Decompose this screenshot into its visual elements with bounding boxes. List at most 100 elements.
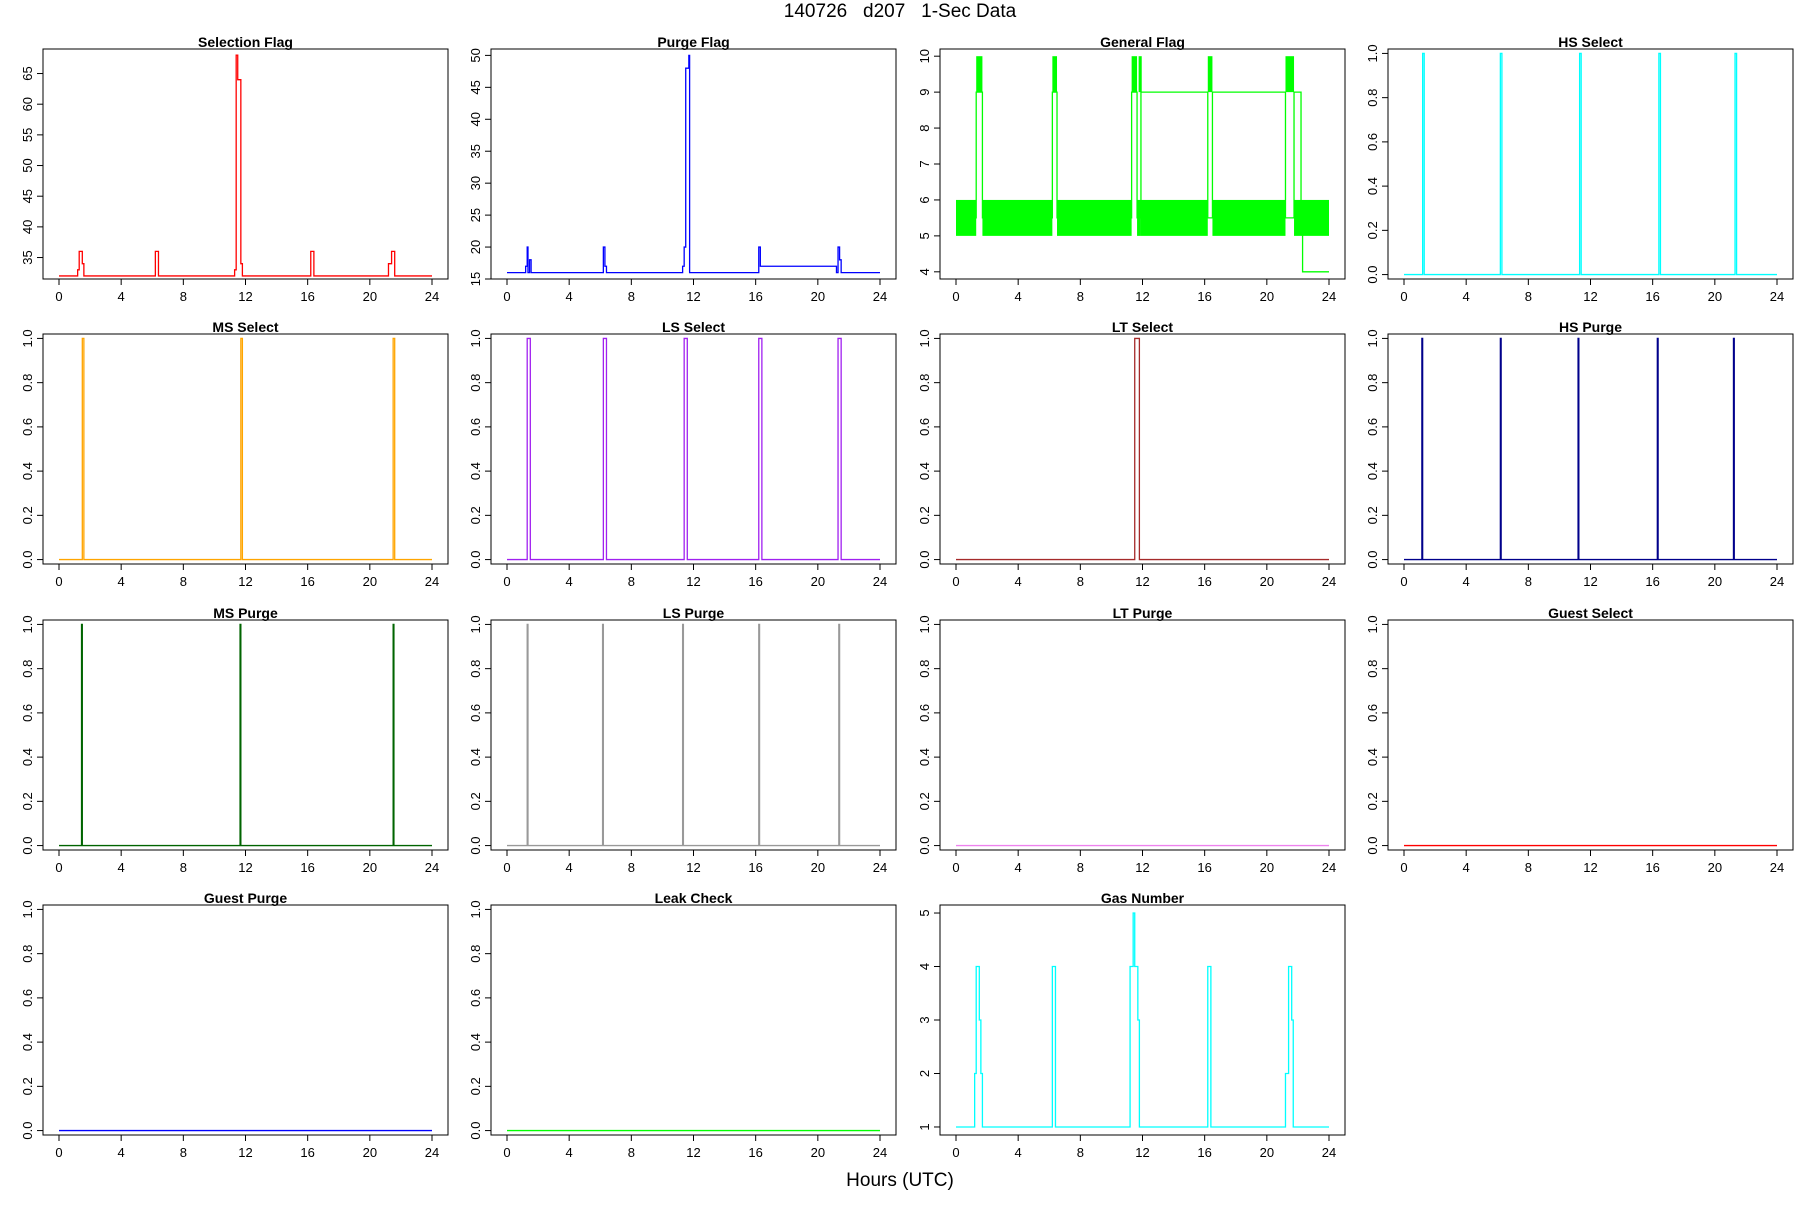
plot-frame	[939, 619, 1346, 851]
flag-band	[1207, 56, 1213, 93]
x-tick-label: 12	[1583, 574, 1597, 589]
x-tick-label: 0	[952, 574, 959, 589]
x-tick-label: 4	[118, 574, 125, 589]
y-tick-label: 0.0	[1365, 837, 1380, 855]
y-tick-label: 0.6	[917, 418, 932, 436]
y-tick-label: 0.4	[1365, 748, 1380, 766]
y-tick-label: 0.4	[20, 1033, 35, 1051]
series-line	[507, 337, 880, 561]
x-tick-label: 4	[1015, 1145, 1022, 1160]
y-tick-label: 0.8	[20, 374, 35, 392]
y-tick-label: 15	[468, 272, 483, 286]
y-tick-label: 65	[20, 66, 35, 80]
x-tick-label: 0	[55, 289, 62, 304]
y-tick-label: 0.6	[20, 704, 35, 722]
x-tick-label: 8	[1077, 289, 1084, 304]
y-tick-label: 0.6	[468, 989, 483, 1007]
x-tick-label: 20	[363, 289, 377, 304]
x-tick-label: 12	[686, 574, 700, 589]
y-tick-label: 35	[468, 144, 483, 158]
y-tick-label: 1.0	[468, 900, 483, 918]
y-tick-label: 1.0	[1365, 44, 1380, 62]
x-tick-label: 16	[1645, 860, 1659, 875]
x-tick-label: 0	[503, 289, 510, 304]
x-tick-label: 20	[1260, 1145, 1274, 1160]
y-tick-label: 0.2	[1365, 792, 1380, 810]
y-tick-label: 30	[468, 176, 483, 190]
y-tick-label: 0.8	[1365, 89, 1380, 107]
y-tick-label: 1	[917, 1123, 932, 1130]
y-tick-label: 0.6	[20, 989, 35, 1007]
x-tick-label: 12	[1135, 289, 1149, 304]
y-tick-label: 0.6	[1365, 133, 1380, 151]
panel-title: MS Select	[212, 319, 278, 335]
y-tick-label: 0.0	[20, 551, 35, 569]
panel-title: Guest Select	[1548, 605, 1633, 621]
panel-title: HS Select	[1558, 34, 1623, 50]
y-tick-label: 0.8	[1365, 660, 1380, 678]
x-tick-label: 20	[1708, 289, 1722, 304]
x-tick-label: 24	[425, 860, 439, 875]
y-tick-label: 0.0	[20, 837, 35, 855]
y-tick-label: 0.0	[20, 1122, 35, 1140]
y-tick-label: 0.4	[1365, 462, 1380, 480]
plot-frame	[939, 904, 1346, 1136]
x-tick-label: 24	[425, 574, 439, 589]
x-tick-label: 8	[628, 574, 635, 589]
y-tick-label: 1.0	[468, 329, 483, 347]
y-tick-label: 0.0	[1365, 266, 1380, 284]
y-tick-label: 0.4	[917, 462, 932, 480]
x-tick-label: 24	[425, 1145, 439, 1160]
x-tick-label: 12	[686, 289, 700, 304]
y-tick-label: 0.2	[468, 506, 483, 524]
panel-leak-check: Leak Check 0 4 8 12 16 20 24 0.0 0.2 0.4 0.6 0.8 1.0	[468, 890, 897, 1160]
x-tick-label: 16	[748, 1145, 762, 1160]
series-line	[956, 337, 1329, 561]
x-tick-label: 0	[55, 1145, 62, 1160]
x-tick-label: 16	[1197, 860, 1211, 875]
x-tick-label: 4	[118, 289, 125, 304]
x-tick-label: 24	[1322, 1145, 1336, 1160]
series-line	[1404, 337, 1777, 561]
x-tick-label: 24	[1322, 860, 1336, 875]
x-tick-label: 0	[952, 1145, 959, 1160]
y-tick-label: 0.8	[468, 660, 483, 678]
y-tick-label: 0.6	[468, 418, 483, 436]
panel-guest-select: Guest Select 0 4 8 12 16 20 24 0.0 0.2 0.4 0.6 0.8 1.…	[1365, 605, 1794, 875]
y-tick-label: 0.4	[1365, 177, 1380, 195]
y-tick-label: 0.8	[917, 660, 932, 678]
x-tick-label: 8	[1525, 289, 1532, 304]
plot-frame	[490, 333, 897, 565]
x-tick-label: 0	[952, 860, 959, 875]
y-tick-label: 3	[917, 1016, 932, 1023]
x-tick-label: 24	[1322, 574, 1336, 589]
x-tick-label: 8	[180, 1145, 187, 1160]
x-tick-label: 16	[300, 860, 314, 875]
panel-ms-select: MS Select 0 4 8 12 16 20 24 0.0 0.2 0.4 0.6 0.8 1.0	[20, 319, 449, 589]
x-axis-label: Hours (UTC)	[846, 1170, 954, 1191]
y-tick-label: 0.2	[1365, 221, 1380, 239]
series-line	[956, 912, 1329, 1128]
y-tick-label: 0.0	[468, 837, 483, 855]
panel-hs-select: HS Select 0 4 8 12 16 20 24 0.0 0.2 0.4 0.6 0.8 1.0	[1365, 34, 1794, 304]
y-tick-label: 0.0	[917, 551, 932, 569]
y-tick-label: 55	[20, 128, 35, 142]
y-tick-label: 0.6	[20, 418, 35, 436]
y-tick-label: 0.2	[20, 1077, 35, 1095]
plot-frame	[939, 48, 1346, 280]
series-line	[1404, 52, 1777, 276]
y-tick-label: 1.0	[20, 329, 35, 347]
series-line	[507, 623, 880, 847]
x-tick-label: 12	[238, 1145, 252, 1160]
x-tick-label: 8	[180, 289, 187, 304]
panel-guest-purge: Guest Purge 0 4 8 12 16 20 24 0.0 0.2 0.4 0.6 0.8 1.0	[20, 890, 449, 1160]
x-tick-label: 20	[1260, 289, 1274, 304]
x-tick-label: 0	[503, 860, 510, 875]
x-tick-label: 20	[811, 860, 825, 875]
x-tick-label: 12	[1583, 860, 1597, 875]
y-tick-label: 0.6	[468, 704, 483, 722]
panel-title: Guest Purge	[204, 890, 287, 906]
y-tick-label: 0.4	[917, 748, 932, 766]
x-tick-label: 4	[118, 860, 125, 875]
x-tick-label: 24	[873, 1145, 887, 1160]
